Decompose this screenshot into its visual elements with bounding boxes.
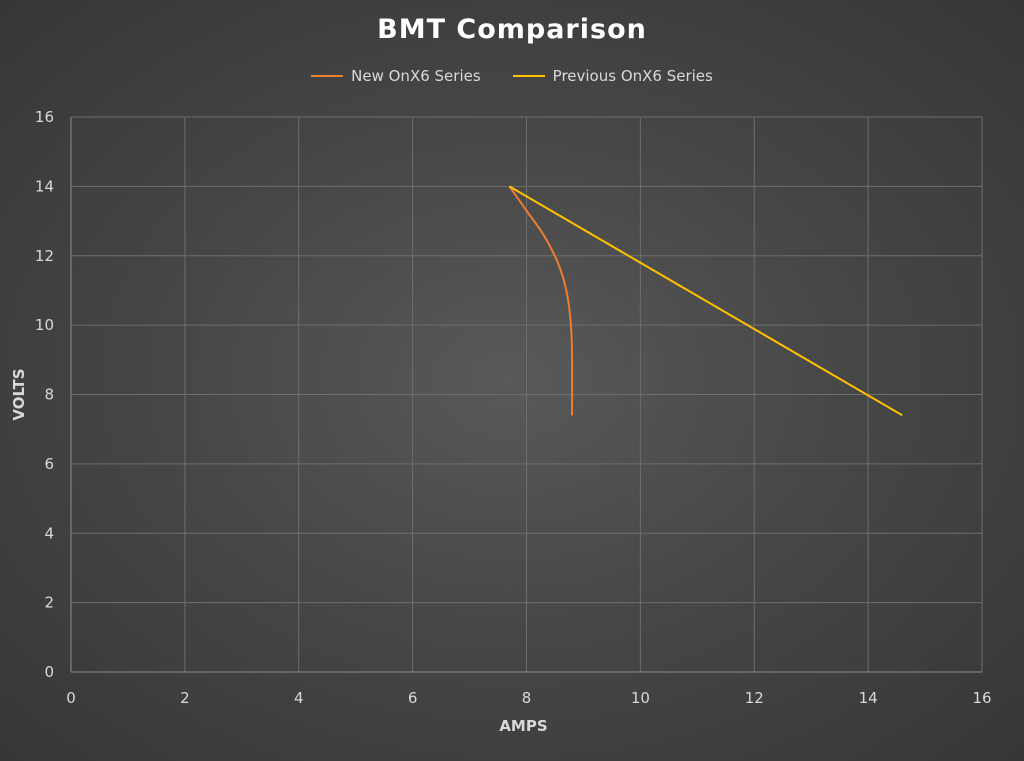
x-tick-label: 4 (294, 689, 304, 707)
series-line-previous (508, 185, 903, 417)
y-tick-label: 14 (35, 177, 54, 195)
x-tick-label: 16 (972, 689, 991, 707)
x-tick-label: 14 (859, 689, 878, 707)
chart-title: BMT Comparison (377, 14, 647, 45)
legend-item-new: New OnX6 Series (311, 67, 481, 85)
y-tick-label: 2 (44, 594, 54, 612)
x-tick-label: 6 (408, 689, 418, 707)
series-line-new (508, 185, 574, 416)
x-tick-label: 8 (522, 689, 532, 707)
y-tick-label: 4 (44, 524, 54, 542)
x-tick-label: 2 (180, 689, 190, 707)
y-axis-title: VOLTS (10, 368, 28, 420)
x-tick-label: 12 (745, 689, 764, 707)
legend: New OnX6 Series Previous OnX6 Series (0, 67, 1024, 85)
legend-item-previous: Previous OnX6 Series (512, 67, 713, 85)
legend-label-previous: Previous OnX6 Series (552, 67, 713, 85)
legend-swatch-new (311, 75, 344, 77)
legend-swatch-previous (512, 75, 545, 77)
x-tick-label: 0 (66, 689, 76, 707)
x-axis-title: AMPS (499, 717, 547, 735)
y-tick-label: 16 (35, 108, 54, 126)
y-tick-label: 10 (35, 316, 54, 334)
y-tick-label: 6 (44, 455, 54, 473)
x-tick-label: 10 (631, 689, 650, 707)
y-tick-label: 12 (35, 247, 54, 265)
y-tick-label: 0 (44, 663, 54, 681)
legend-label-new: New OnX6 Series (351, 67, 481, 85)
y-tick-label: 8 (44, 386, 54, 404)
